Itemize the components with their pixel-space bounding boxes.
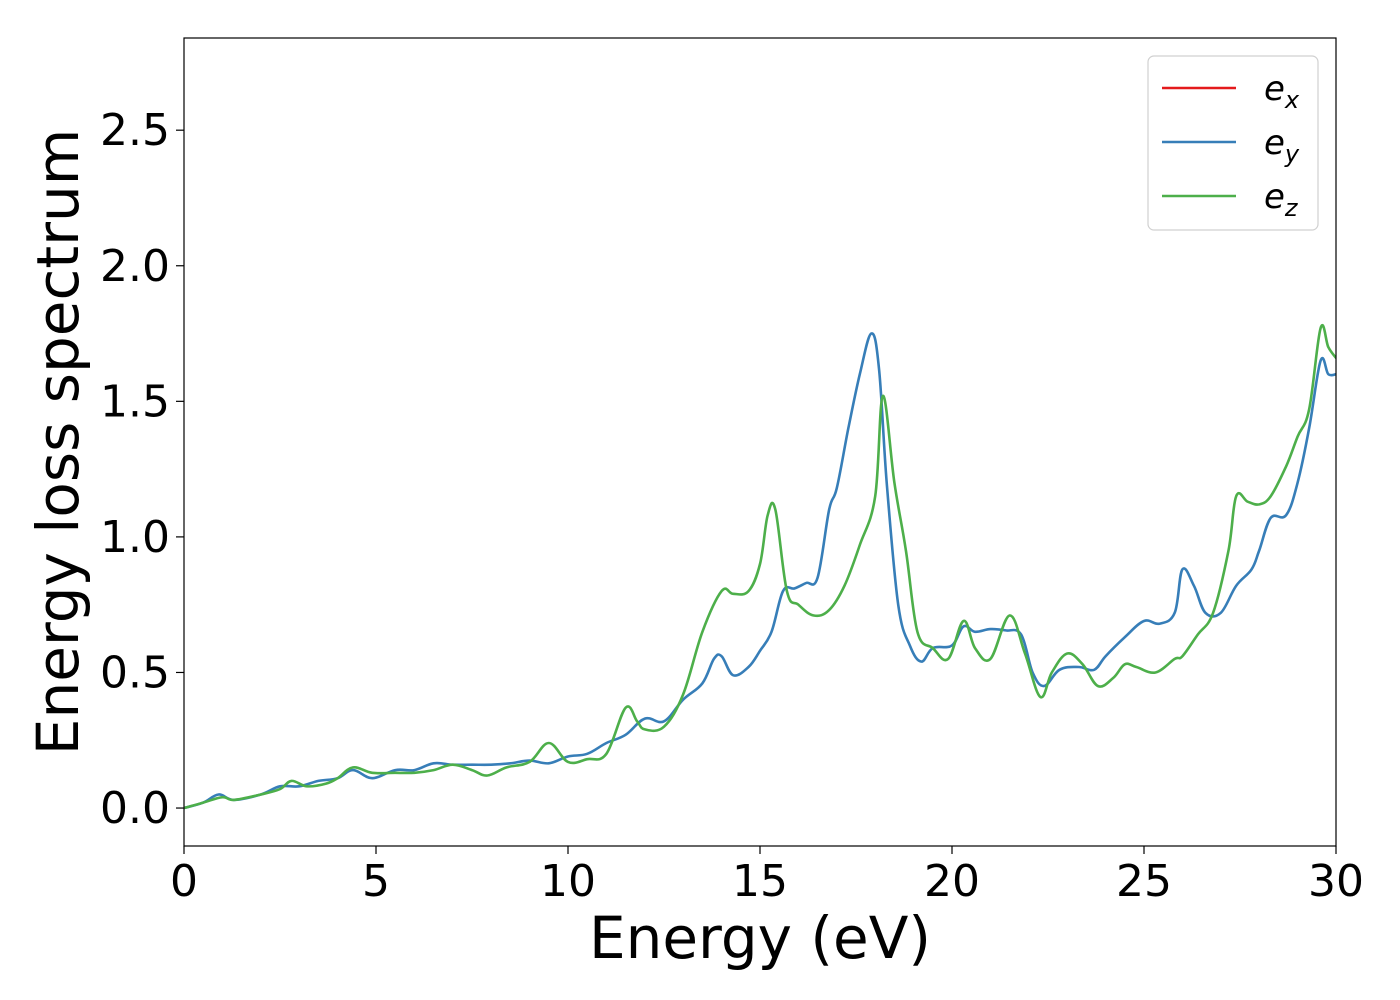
y-tick-label: 0.5 (100, 647, 170, 698)
x-axis-label: Energy (eV) (589, 904, 931, 972)
y-tick-label: 1.0 (100, 512, 170, 563)
x-tick-label: 30 (1308, 856, 1364, 907)
x-tick-label: 15 (732, 856, 788, 907)
legend-label: ex (1264, 69, 1300, 114)
series-layer (184, 324, 1336, 810)
x-tick-label: 0 (170, 856, 198, 907)
series-line-0 (184, 332, 1336, 810)
x-tick-label: 25 (1116, 856, 1172, 907)
series-line-1 (184, 324, 1336, 810)
x-tick-label: 20 (924, 856, 980, 907)
y-tick-label: 0.0 (100, 783, 170, 834)
x-tick-label: 10 (540, 856, 596, 907)
y-axis-label: Energy loss spectrum (24, 129, 92, 755)
y-tick-label: 1.5 (100, 376, 170, 427)
legend-label: ey (1264, 123, 1300, 168)
legend-label: ez (1264, 177, 1299, 222)
y-axis-ticks: 0.0 0.5 1.0 1.5 2.0 2.5 (100, 105, 184, 834)
y-tick-label: 2.0 (100, 241, 170, 292)
x-tick-label: 5 (362, 856, 390, 907)
plot-area (184, 38, 1336, 846)
y-tick-label: 2.5 (100, 105, 170, 156)
legend: ex ey ez (1147, 55, 1319, 231)
x-axis-ticks: 0 5 10 15 20 25 30 (170, 846, 1364, 907)
